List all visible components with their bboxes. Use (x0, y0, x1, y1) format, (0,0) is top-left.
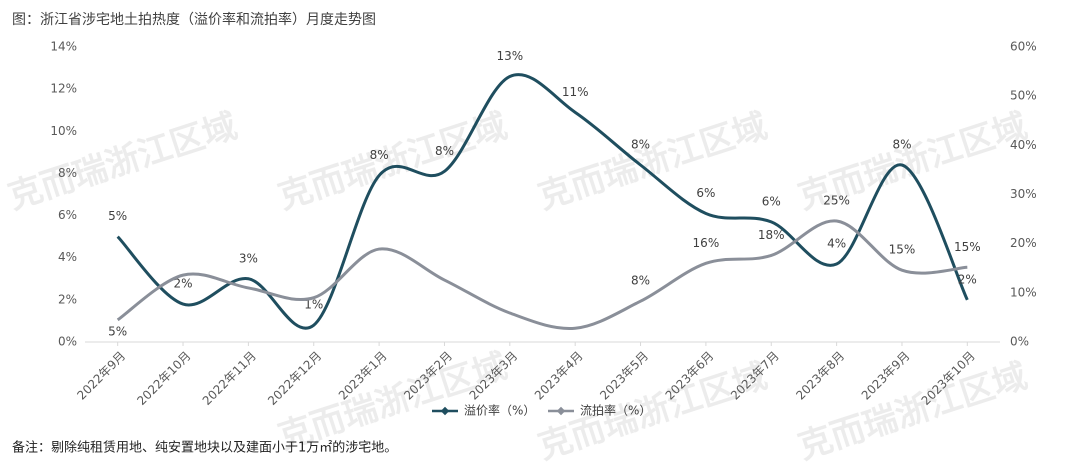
data-label: 8% (631, 274, 650, 288)
chart-title: 图：浙江省涉宅地土拍热度（溢价率和流拍率）月度走势图 (12, 11, 376, 28)
y-tick-label: 0% (58, 335, 77, 349)
legend-label: 流拍率（%） (580, 403, 651, 418)
data-label: 5% (108, 324, 127, 338)
y2-tick-label: 20% (1010, 236, 1037, 250)
x-tick-label: 2022年12月 (265, 349, 324, 408)
data-label: 25% (823, 194, 850, 208)
data-label: 13% (496, 49, 523, 63)
y2-tick-label: 50% (1010, 89, 1037, 103)
data-label: 1% (304, 298, 323, 312)
x-tick-label: 2022年9月 (74, 349, 128, 403)
y2-tick-label: 10% (1010, 285, 1037, 299)
y-tick-label: 6% (58, 208, 77, 222)
data-label: 16% (693, 236, 720, 250)
data-label: 15% (954, 240, 981, 254)
watermark: 克而瑞浙江区域 (3, 106, 242, 218)
data-label: 15% (889, 243, 916, 257)
data-label: 8% (892, 138, 911, 152)
data-label: 8% (631, 138, 650, 152)
y-tick-label: 12% (50, 82, 77, 96)
y-tick-label: 8% (58, 166, 77, 180)
data-label: 5% (108, 209, 127, 223)
x-tick-label: 2022年10月 (134, 349, 193, 408)
data-label: 6% (696, 186, 715, 200)
data-label: 8% (435, 144, 454, 158)
x-tick-label: 2023年8月 (793, 349, 847, 403)
data-label: 2% (174, 277, 193, 291)
y-tick-label: 14% (50, 40, 77, 54)
data-label: 2% (958, 272, 977, 286)
legend-label: 溢价率（%） (464, 403, 535, 418)
legend-marker (556, 406, 566, 416)
watermark: 克而瑞浙江区域 (533, 106, 772, 218)
y2-tick-label: 0% (1010, 335, 1029, 349)
legend-marker (440, 406, 450, 416)
y2-tick-label: 40% (1010, 138, 1037, 152)
y-tick-label: 2% (58, 292, 77, 306)
data-label: 6% (762, 194, 781, 208)
data-label: 11% (562, 85, 589, 99)
note: 备注：剔除纯租赁用地、纯安置地块以及建面小于1万㎡的涉宅地。 (12, 440, 397, 456)
y-tick-label: 10% (50, 124, 77, 138)
data-label: 4% (827, 237, 846, 251)
y2-tick-label: 60% (1010, 40, 1037, 54)
y2-tick-label: 30% (1010, 187, 1037, 201)
x-tick-label: 2022年11月 (200, 349, 259, 408)
y-tick-label: 4% (58, 250, 77, 264)
data-label: 8% (370, 148, 389, 162)
data-label: 3% (239, 251, 258, 265)
line-series (116, 219, 968, 330)
x-tick-label: 2023年4月 (532, 349, 586, 403)
data-label: 18% (758, 228, 785, 242)
